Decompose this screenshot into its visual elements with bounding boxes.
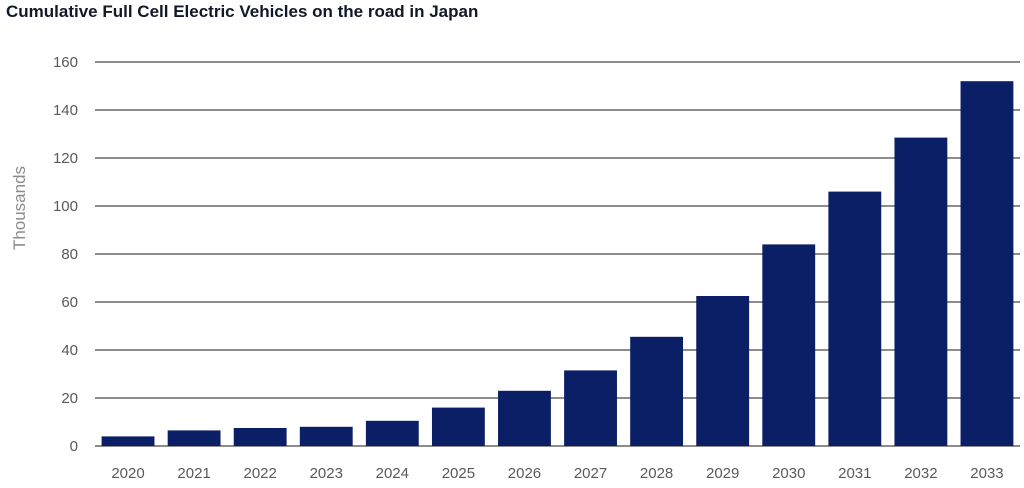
x-tick-label: 2024	[376, 465, 409, 482]
bars	[101, 81, 1014, 446]
y-tick-label: 160	[53, 54, 78, 71]
bar-2031	[828, 191, 882, 446]
y-tick-label: 80	[61, 246, 78, 263]
x-tick-label: 2022	[243, 465, 276, 482]
y-tick-label: 40	[61, 342, 78, 359]
bar-2029	[696, 296, 750, 446]
bar-2020	[101, 436, 155, 446]
x-tick-label: 2030	[772, 465, 805, 482]
bar-2023	[299, 426, 353, 446]
bar-2022	[233, 428, 287, 446]
bar-2033	[960, 81, 1014, 446]
x-tick-label: 2025	[442, 465, 475, 482]
bar-2026	[498, 390, 551, 446]
y-axis-label: Thousands	[10, 166, 29, 250]
x-tick-label: 2032	[904, 465, 937, 482]
x-tick-label: 2033	[970, 465, 1003, 482]
y-tick-label: 20	[61, 390, 78, 407]
chart-title: Cumulative Full Cell Electric Vehicles o…	[6, 2, 479, 21]
x-tick-label: 2021	[177, 465, 210, 482]
x-tick-label: 2027	[574, 465, 607, 482]
y-tick-label: 60	[61, 294, 78, 311]
bar-2024	[365, 420, 419, 446]
bar-2032	[894, 137, 948, 446]
x-tick-labels: 2020 2021 2022 2023 2024 2025 2026 2027 2028 2029…	[111, 465, 1003, 482]
y-tick-label: 0	[70, 438, 78, 455]
x-tick-label: 2029	[706, 465, 739, 482]
y-tick-label: 140	[53, 102, 78, 119]
bar-2028	[630, 336, 684, 446]
bar-2021	[167, 430, 221, 446]
x-tick-label: 2028	[640, 465, 673, 482]
y-tick-labels: 0 20 40 60 80 100 120 140 160	[53, 54, 78, 455]
x-tick-label: 2023	[310, 465, 343, 482]
x-tick-label: 2026	[508, 465, 541, 482]
bar-2030	[762, 244, 816, 446]
bar-2027	[564, 370, 617, 446]
bar-2025	[431, 407, 485, 446]
y-tick-label: 100	[53, 198, 78, 215]
y-tick-label: 120	[53, 150, 78, 167]
x-tick-label: 2020	[111, 465, 144, 482]
x-tick-label: 2031	[838, 465, 871, 482]
